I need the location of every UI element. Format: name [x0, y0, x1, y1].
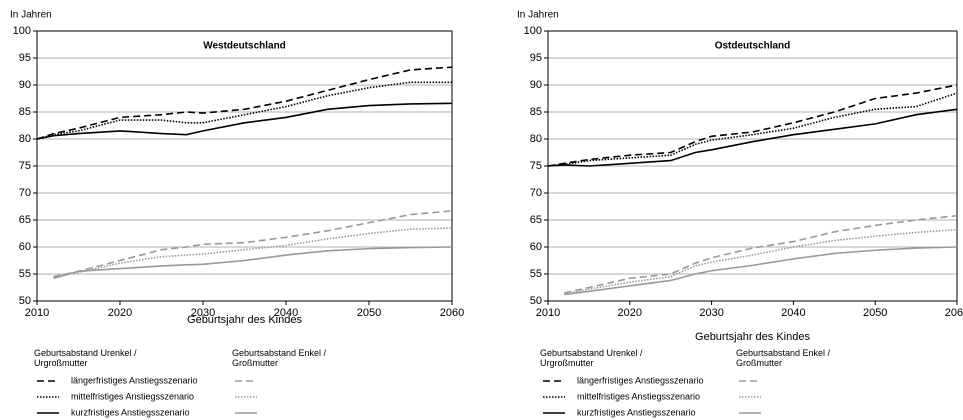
x-tick-label: 2040	[781, 307, 805, 319]
x-tick-label: 2010	[25, 307, 49, 319]
legend-title: Geburtsabstand Urenkel / Urgroßmutter	[540, 348, 643, 368]
series-line	[564, 246, 958, 296]
y-tick-label: 85	[19, 106, 31, 118]
y-tick-label: 80	[530, 133, 542, 145]
legend-label: mittelfristiges Anstiegsszenario	[577, 391, 700, 401]
y-tick-label: 70	[530, 187, 542, 199]
y-tick-label: 90	[19, 79, 31, 91]
y-tick-label: 75	[530, 160, 542, 172]
series-line	[53, 210, 453, 278]
y-tick-label: 60	[530, 241, 542, 253]
series-line	[53, 227, 453, 278]
series-line	[53, 246, 453, 280]
legend-label: kurzfristiges Anstiegsszenario	[577, 407, 696, 417]
y-tick-label: 50	[19, 295, 31, 307]
y-tick-label: 85	[530, 106, 542, 118]
legend-label: längerfristiges Anstiegsszenario	[577, 375, 704, 385]
series-line	[36, 66, 453, 140]
series-line	[564, 214, 958, 294]
x-tick-label: 2050	[863, 307, 887, 319]
y-tick-label: 55	[530, 268, 542, 280]
x-axis-title: Geburtsjahr des Kindes	[695, 331, 810, 343]
y-tick-label: 100	[13, 25, 31, 37]
plot-title: Ostdeutschland	[715, 41, 791, 52]
legend-label: mittelfristiges Anstiegsszenario	[71, 391, 194, 401]
y-tick-label: 80	[19, 133, 31, 145]
series-line	[547, 84, 958, 167]
x-tick-label: 2050	[357, 307, 381, 319]
x-tick-label: 2020	[108, 307, 132, 319]
legend-label: längerfristiges Anstiegsszenario	[71, 375, 198, 385]
series-line	[36, 81, 452, 140]
series-line	[547, 108, 958, 167]
series-line	[547, 92, 958, 167]
x-tick-label: 2010	[536, 307, 560, 319]
y-axis-title: In Jahren	[10, 10, 52, 21]
plot-frame	[36, 30, 453, 302]
legend-label: kurzfristiges Anstiegsszenario	[71, 407, 190, 417]
x-tick-label: 2060	[440, 307, 464, 319]
y-tick-label: 75	[19, 160, 31, 172]
y-tick-label: 95	[530, 52, 542, 64]
x-tick-label: 2030	[191, 307, 215, 319]
y-tick-label: 95	[19, 52, 31, 64]
plot-title: Westdeutschland	[203, 41, 286, 52]
series-line	[564, 228, 958, 295]
y-tick-label: 55	[19, 268, 31, 280]
x-tick-label: 2030	[699, 307, 723, 319]
y-tick-label: 60	[19, 241, 31, 253]
x-axis-title: Geburtsjahr des Kindes	[187, 314, 302, 326]
legend-title: Geburtsabstand Urenkel / Urgroßmutter	[34, 348, 137, 368]
y-tick-label: 100	[524, 25, 542, 37]
x-tick-label: 2020	[618, 307, 642, 319]
y-tick-label: 70	[19, 187, 31, 199]
y-tick-label: 50	[530, 295, 542, 307]
y-tick-label: 65	[19, 214, 31, 226]
x-tick-label: 2040	[274, 307, 298, 319]
legend-title: Geburtsabstand Enkel / Großmutter	[736, 348, 831, 368]
y-tick-label: 90	[530, 79, 542, 91]
legend-title: Geburtsabstand Enkel / Großmutter	[232, 348, 327, 368]
series-line	[36, 102, 453, 140]
y-axis-title: In Jahren	[517, 10, 559, 21]
y-tick-label: 65	[530, 214, 542, 226]
x-tick-label: 2060	[945, 307, 963, 319]
